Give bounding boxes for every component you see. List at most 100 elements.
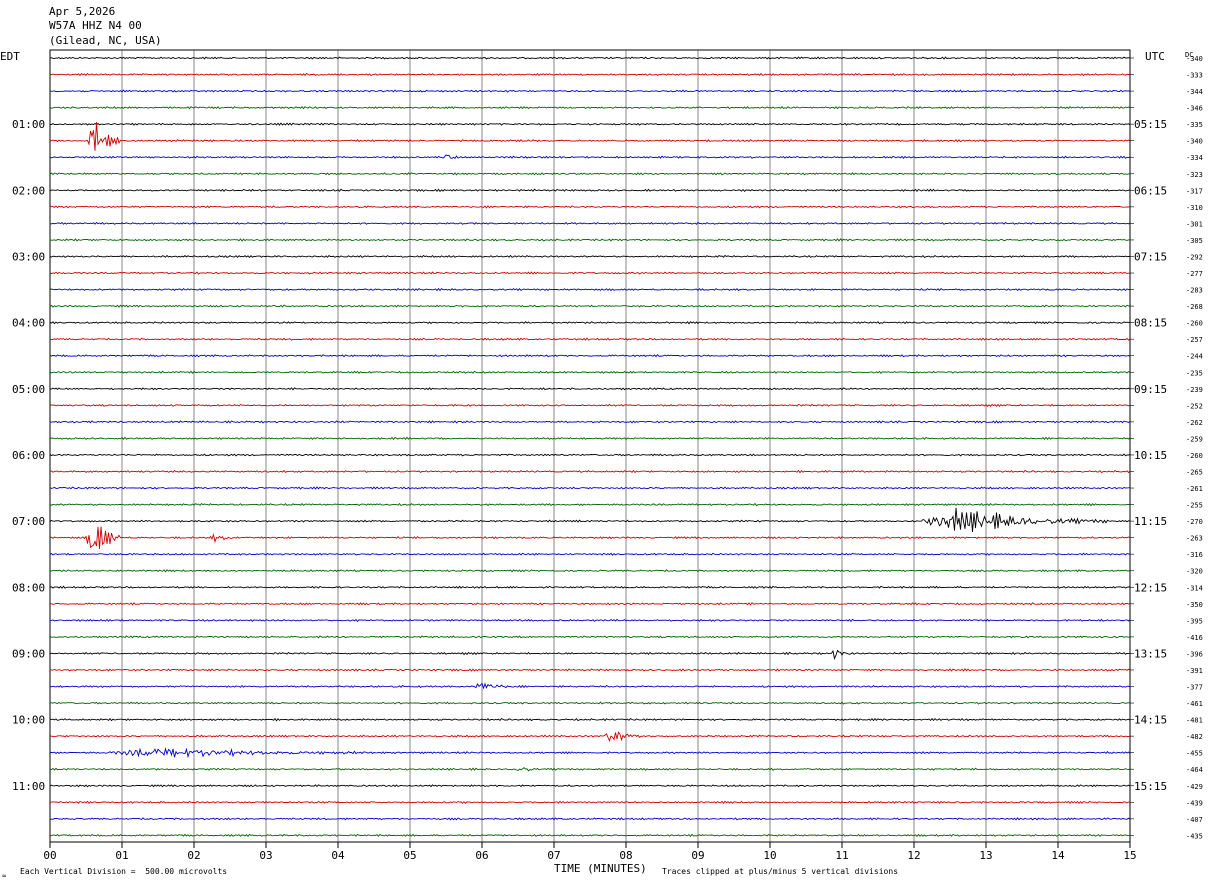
dc-value-label: -257 [1186, 336, 1203, 344]
x-tick-label: 10 [763, 849, 776, 862]
edt-hour-label: 01:00 [12, 118, 45, 131]
dc-value-label: -268 [1186, 303, 1203, 311]
trace-row-36 [49, 649, 1131, 660]
trace-row-40 [49, 717, 1131, 722]
dc-value-label: -277 [1186, 270, 1203, 278]
dc-value-label: -265 [1186, 469, 1203, 477]
trace-row-39 [49, 701, 1131, 705]
x-tick-label: 00 [43, 849, 56, 862]
trace-row-2 [49, 89, 1131, 93]
dc-value-label: -259 [1186, 435, 1203, 443]
x-tick-label: 07 [547, 849, 560, 862]
trace-row-25 [49, 469, 1131, 474]
edt-hour-label: 09:00 [12, 647, 45, 660]
utc-hour-label: 15:15 [1134, 780, 1167, 793]
dc-value-label: -244 [1186, 353, 1203, 361]
dc-value-label: -317 [1186, 187, 1203, 195]
station-location: (Gilead, NC, USA) [49, 34, 162, 47]
dc-value-label: -261 [1186, 485, 1203, 493]
trace-row-5 [49, 122, 1131, 151]
trace-row-20 [50, 387, 1131, 391]
station-code: W57A HHZ N4 00 [49, 19, 142, 32]
dc-value-label: -407 [1186, 816, 1203, 824]
trace-row-14 [49, 287, 1131, 292]
trace-row-13 [49, 271, 1131, 275]
edt-hour-label: 04:00 [12, 317, 45, 330]
trace-row-15 [49, 304, 1131, 308]
dc-value-label: -316 [1186, 551, 1203, 559]
dc-value-label: -429 [1186, 783, 1203, 791]
dc-value-label: -305 [1186, 237, 1203, 245]
dc-value-label: -396 [1186, 650, 1203, 658]
x-tick-label: 15 [1123, 849, 1136, 862]
trace-row-23 [49, 436, 1131, 441]
trace-row-45 [49, 800, 1131, 805]
dc-value-label: -340 [1186, 138, 1203, 146]
trace-row-12 [49, 254, 1131, 259]
dc-value-label: -314 [1186, 584, 1203, 592]
trace-row-37 [50, 668, 1131, 672]
trace-row-11 [49, 238, 1131, 242]
vertical-division-note: Each Vertical Division = 500.00 microvol… [20, 867, 228, 876]
trace-row-19 [49, 370, 1131, 375]
dc-value-label: -481 [1186, 717, 1203, 725]
trace-row-16 [49, 321, 1131, 325]
utc-hour-label: 13:15 [1134, 647, 1167, 660]
dc-value-label: -334 [1186, 154, 1203, 162]
trace-row-47 [49, 833, 1131, 838]
dc-value-label: -323 [1186, 171, 1203, 179]
dc-value-label: -333 [1186, 72, 1203, 80]
x-tick-label: 02 [187, 849, 200, 862]
trace-row-34 [49, 618, 1131, 623]
edt-hour-label: 11:00 [12, 780, 45, 793]
edt-hour-label: 10:00 [12, 714, 45, 727]
x-tick-label: 11 [835, 849, 848, 862]
utc-hour-label: 08:15 [1134, 317, 1167, 330]
edt-hour-label: 06:00 [12, 449, 45, 462]
trace-row-44 [49, 784, 1131, 788]
x-axis-title: TIME (MINUTES) [554, 862, 647, 875]
utc-hour-label: 09:15 [1134, 383, 1167, 396]
trace-row-31 [49, 569, 1131, 573]
dc-value-label: -235 [1186, 369, 1203, 377]
trace-row-17 [49, 337, 1131, 341]
x-tick-label: 03 [259, 849, 272, 862]
dc-value-label: -263 [1186, 535, 1203, 543]
trace-row-9 [49, 205, 1131, 209]
dc-value-label: -416 [1186, 634, 1203, 642]
left-timezone-label: EDT [0, 50, 20, 63]
edt-hour-label: 03:00 [12, 250, 45, 263]
dc-value-label: -482 [1186, 733, 1203, 741]
dc-value-label: -435 [1186, 832, 1203, 840]
dc-value-label: -377 [1186, 684, 1203, 692]
clipping-note: Traces clipped at plus/minus 5 vertical … [662, 867, 899, 876]
trace-row-8 [49, 188, 1131, 193]
dc-value-label: -239 [1186, 386, 1203, 394]
trace-row-3 [49, 105, 1131, 110]
x-tick-label: 08 [619, 849, 632, 862]
trace-row-28 [49, 507, 1131, 533]
utc-hour-label: 07:15 [1134, 250, 1167, 263]
utc-hour-label: 11:15 [1134, 515, 1167, 528]
trace-row-1 [49, 72, 1131, 77]
x-tick-label: 01 [115, 849, 128, 862]
x-tick-label: 06 [475, 849, 488, 862]
dc-value-label: -262 [1186, 419, 1203, 427]
trace-row-29 [49, 526, 1131, 549]
dc-value-label: -350 [1186, 601, 1203, 609]
dc-column-label: DC [1185, 51, 1194, 59]
dc-value-label: -320 [1186, 568, 1203, 576]
corner-mark: ≈ [2, 872, 7, 880]
utc-hour-label: 06:15 [1134, 184, 1167, 197]
dc-value-label: -335 [1186, 121, 1203, 129]
dc-value-label: -252 [1186, 402, 1203, 410]
dc-value-label: -260 [1186, 452, 1203, 460]
plot-date: Apr 5,2026 [49, 5, 116, 18]
dc-value-label: -260 [1186, 320, 1203, 328]
dc-value-label: -310 [1186, 204, 1203, 212]
trace-row-7 [49, 172, 1131, 176]
edt-hour-label: 02:00 [12, 184, 45, 197]
dc-value-label: -301 [1186, 220, 1203, 228]
dc-value-label: -391 [1186, 667, 1203, 675]
x-tick-label: 13 [979, 849, 992, 862]
